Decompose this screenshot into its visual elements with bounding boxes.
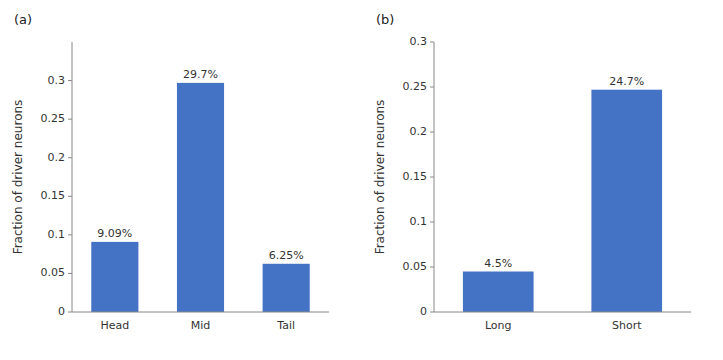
x-axis-line — [72, 312, 329, 313]
y-tick-label: 0.3 — [48, 74, 66, 87]
data-label: 24.7% — [609, 75, 644, 88]
y-tick — [430, 132, 434, 133]
y-tick — [68, 80, 72, 81]
y-tick — [430, 312, 434, 313]
x-tick-label: Mid — [191, 319, 211, 332]
y-axis-line — [434, 42, 435, 312]
chart-container: 0 0.05 0.1 0.15 0.2 0.25 0.3 9.09% 29.7% 6.25% Hea… — [0, 0, 723, 360]
panel: 0 0.05 0.1 0.15 0.2 0.25 0.3 4.5% 24.7% Long Short… — [373, 12, 691, 332]
y-tick-label: 0 — [420, 305, 427, 318]
y-tick-label: 0.1 — [410, 215, 428, 228]
bar — [91, 242, 138, 312]
panel-label: (b) — [376, 12, 394, 27]
y-tick-label: 0.05 — [41, 266, 66, 279]
bars — [463, 90, 662, 312]
data-label: 9.09% — [97, 227, 132, 240]
y-tick — [430, 222, 434, 223]
data-label: 4.5% — [484, 257, 512, 270]
y-tick-label: 0.2 — [410, 125, 428, 138]
y-tick — [68, 234, 72, 235]
y-tick-label: 0.25 — [41, 112, 66, 125]
x-tick-label: Head — [100, 319, 129, 332]
panel-label: (a) — [14, 12, 32, 27]
y-tick-label: 0.3 — [410, 35, 428, 48]
y-tick-label: 0.15 — [403, 170, 428, 183]
chart-svg: 0 0.05 0.1 0.15 0.2 0.25 0.3 9.09% 29.7% 6.25% Hea… — [0, 0, 723, 360]
x-tick-label: Short — [612, 319, 642, 332]
y-tick-label: 0.25 — [403, 80, 428, 93]
data-label: 29.7% — [183, 68, 218, 81]
bars — [91, 83, 309, 312]
y-axis-label: Fraction of driver neurons — [11, 100, 25, 255]
data-label: 6.25% — [269, 249, 304, 262]
bar — [177, 83, 224, 312]
x-tick-label: Tail — [276, 319, 295, 332]
bar — [463, 272, 534, 313]
y-tick — [68, 312, 72, 313]
y-tick — [68, 119, 72, 120]
y-tick — [430, 177, 434, 178]
y-tick-label: 0.1 — [48, 228, 66, 241]
panel: 0 0.05 0.1 0.15 0.2 0.25 0.3 9.09% 29.7% 6.25% Hea… — [11, 12, 329, 332]
bar — [591, 90, 662, 312]
y-tick — [68, 273, 72, 274]
y-tick — [430, 87, 434, 88]
y-tick — [68, 157, 72, 158]
y-tick-label: 0.15 — [41, 189, 66, 202]
y-tick-label: 0 — [58, 305, 65, 318]
y-tick — [430, 42, 434, 43]
y-axis-line — [72, 42, 73, 312]
x-axis-line — [434, 312, 691, 313]
y-tick-label: 0.05 — [403, 260, 428, 273]
y-tick — [430, 267, 434, 268]
x-tick-label: Long — [485, 319, 512, 332]
bar — [263, 264, 310, 312]
y-tick-label: 0.2 — [48, 151, 66, 164]
y-axis-label: Fraction of driver neurons — [373, 100, 387, 255]
y-tick — [68, 196, 72, 197]
